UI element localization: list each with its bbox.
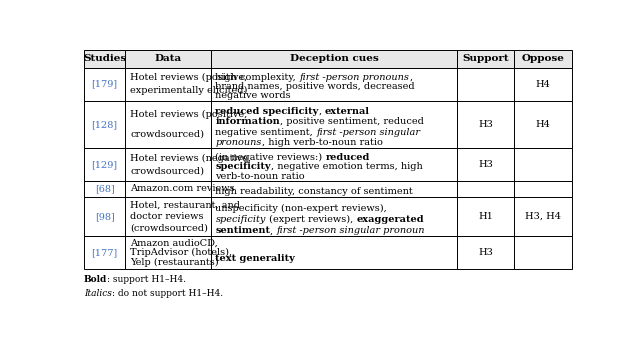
Bar [125, 197, 211, 236]
Text: first -person singular: first -person singular [316, 128, 420, 137]
Bar [513, 148, 572, 181]
Text: [68]: [68] [95, 184, 115, 193]
Bar [458, 100, 513, 148]
Text: ,: , [271, 226, 276, 235]
Text: ,: , [319, 107, 325, 116]
Bar [211, 236, 458, 269]
Text: Hotel reviews (negative,: Hotel reviews (negative, [130, 153, 251, 162]
Text: (crowdsourced): (crowdsourced) [130, 223, 208, 232]
Bar [211, 197, 458, 236]
Bar [458, 50, 513, 68]
Bar [211, 181, 458, 197]
Bar [84, 197, 125, 236]
Bar [125, 50, 211, 68]
Bar [513, 236, 572, 269]
Text: Support: Support [462, 54, 509, 63]
Text: H3: H3 [478, 120, 493, 129]
Text: doctor reviews: doctor reviews [130, 212, 204, 221]
Bar [211, 50, 458, 68]
Bar [458, 181, 513, 197]
Text: , positive sentiment, reduced: , positive sentiment, reduced [280, 117, 424, 126]
Text: H3, H4: H3, H4 [525, 212, 561, 221]
Text: experimentally elicited): experimentally elicited) [130, 86, 248, 95]
Text: (in negative reviews:): (in negative reviews:) [216, 153, 326, 162]
Text: H4: H4 [536, 120, 550, 129]
Text: Data: Data [154, 54, 182, 63]
Text: Studies: Studies [83, 54, 126, 63]
Text: TripAdvisor (hotels),: TripAdvisor (hotels), [130, 248, 232, 257]
Text: information: information [216, 117, 280, 126]
Text: H1: H1 [478, 212, 493, 221]
Bar [513, 68, 572, 100]
Text: Hotel, restaurant, and: Hotel, restaurant, and [130, 201, 240, 210]
Text: external: external [325, 107, 370, 116]
Text: specificity: specificity [216, 162, 271, 172]
Bar [211, 68, 458, 100]
Bar [513, 197, 572, 236]
Text: sentiment: sentiment [216, 226, 271, 235]
Bar [211, 100, 458, 148]
Text: Amazon.com reviews: Amazon.com reviews [130, 184, 235, 193]
Text: Bold: Bold [84, 275, 107, 284]
Bar [513, 100, 572, 148]
Text: ,: , [409, 73, 412, 82]
Text: negative sentiment,: negative sentiment, [216, 128, 316, 137]
Text: Hotel reviews (positive,: Hotel reviews (positive, [130, 73, 247, 82]
Text: [98]: [98] [95, 212, 115, 221]
Bar [84, 68, 125, 100]
Text: Italics: Italics [84, 289, 112, 298]
Text: , high verb-to-noun ratio: , high verb-to-noun ratio [262, 138, 383, 147]
Text: reduced: reduced [326, 153, 370, 162]
Text: crowdsourced): crowdsourced) [130, 167, 204, 176]
Bar [84, 236, 125, 269]
Bar [211, 148, 458, 181]
Bar [84, 50, 125, 68]
Text: H3: H3 [478, 160, 493, 169]
Text: pronouns: pronouns [216, 138, 262, 147]
Text: Yelp (restaurants): Yelp (restaurants) [130, 258, 219, 267]
Text: [179]: [179] [92, 80, 118, 89]
Text: (expert reviews),: (expert reviews), [266, 215, 356, 224]
Bar [125, 181, 211, 197]
Text: [129]: [129] [92, 160, 118, 169]
Text: : do not support H1–H4.: : do not support H1–H4. [112, 289, 223, 298]
Bar [458, 148, 513, 181]
Text: text generality: text generality [216, 254, 295, 263]
Text: H3: H3 [478, 248, 493, 257]
Text: Amazon audioCD,: Amazon audioCD, [130, 239, 218, 248]
Bar [125, 68, 211, 100]
Bar [458, 236, 513, 269]
Bar [513, 181, 572, 197]
Text: Oppose: Oppose [522, 54, 564, 63]
Text: negative words: negative words [216, 91, 291, 100]
Text: H4: H4 [536, 80, 550, 89]
Text: : support H1–H4.: : support H1–H4. [107, 275, 186, 284]
Text: first -person singular pronoun: first -person singular pronoun [276, 226, 425, 235]
Bar [458, 68, 513, 100]
Text: reduced specificity: reduced specificity [216, 107, 319, 116]
Text: unspecificity (non-expert reviews),: unspecificity (non-expert reviews), [216, 203, 387, 213]
Bar [125, 236, 211, 269]
Bar [84, 181, 125, 197]
Text: , negative emotion terms, high: , negative emotion terms, high [271, 162, 423, 172]
Bar [125, 100, 211, 148]
Text: high complexity,: high complexity, [216, 73, 300, 82]
Bar [458, 197, 513, 236]
Text: crowdsourced): crowdsourced) [130, 130, 204, 138]
Text: Deception cues: Deception cues [290, 54, 378, 63]
Bar [84, 100, 125, 148]
Text: [177]: [177] [92, 248, 118, 257]
Text: brand names, positive words, decreased: brand names, positive words, decreased [216, 82, 415, 91]
Text: high readability, constancy of sentiment: high readability, constancy of sentiment [216, 187, 413, 196]
Text: exaggerated: exaggerated [356, 215, 424, 224]
Bar [513, 50, 572, 68]
Bar [84, 148, 125, 181]
Text: [128]: [128] [92, 120, 118, 129]
Bar [125, 148, 211, 181]
Text: specificity: specificity [216, 215, 266, 224]
Text: first -person pronouns: first -person pronouns [300, 73, 409, 82]
Text: verb-to-noun ratio: verb-to-noun ratio [216, 172, 305, 181]
Text: Hotel reviews (positive,: Hotel reviews (positive, [130, 110, 247, 119]
